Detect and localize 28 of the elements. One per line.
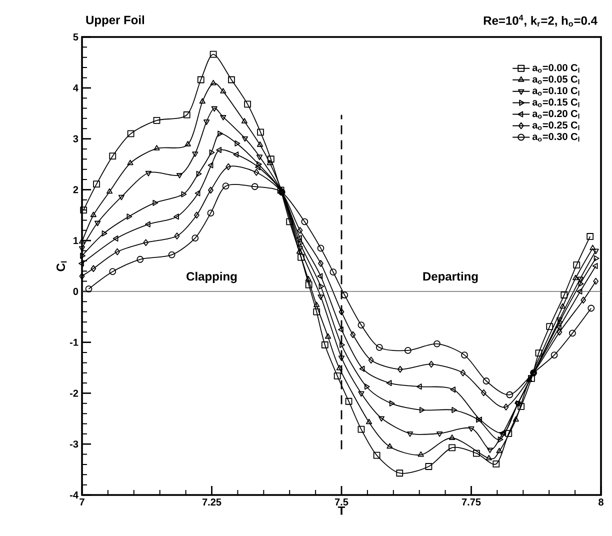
x-tick-label: 7.25 — [202, 498, 222, 506]
y-tick-label: -1 — [70, 338, 78, 346]
y-tick-label: -3 — [70, 440, 78, 448]
chart-subtitle: Re=10$^{4}$, k$_{r}$=2, h$_{o}$=0.4 — [484, 14, 598, 27]
y-tick-label: -2 — [70, 390, 78, 397]
y-tick-label: 4 — [73, 84, 78, 92]
legend-label: a$_{o}$=0.00 C$_{l}$ — [532, 64, 580, 73]
y-axis-title: C$_{l}$ — [56, 261, 67, 272]
x-tick-label: 7 — [80, 498, 84, 506]
x-tick-label: 7.75 — [462, 498, 481, 506]
x-axis-title: T — [338, 506, 346, 515]
y-tick-label: 5 — [73, 34, 78, 40]
y-tick-label: -4 — [70, 492, 78, 498]
legend-label: a$_{o}$=0.15 C$_{l}$ — [532, 98, 580, 108]
legend-label: a$_{o}$=0.05 C$_{l}$ — [532, 76, 580, 84]
y-tick-label: 1 — [74, 237, 78, 244]
legend-label: a$_{o}$=0.10 C$_{l}$ — [532, 87, 580, 96]
y-tick-label: 0 — [73, 288, 78, 295]
y-tick-label: 3 — [73, 135, 78, 142]
y-tick-label: 2 — [73, 186, 78, 194]
x-tick-label: 7.5 — [334, 498, 348, 506]
chart-title: Upper Foil — [86, 15, 144, 27]
legend-label: a$_{o}$=0.30 C$_{l}$ — [532, 133, 580, 142]
x-tick-label: 8 — [598, 498, 604, 506]
annotation: Departing — [423, 272, 478, 284]
annotation: Clapping — [186, 272, 237, 284]
legend-label: a$_{o}$=0.20 C$_{l}$ — [532, 110, 580, 119]
legend-label: a$_{o}$=0.25 C$_{l}$ — [532, 122, 580, 130]
